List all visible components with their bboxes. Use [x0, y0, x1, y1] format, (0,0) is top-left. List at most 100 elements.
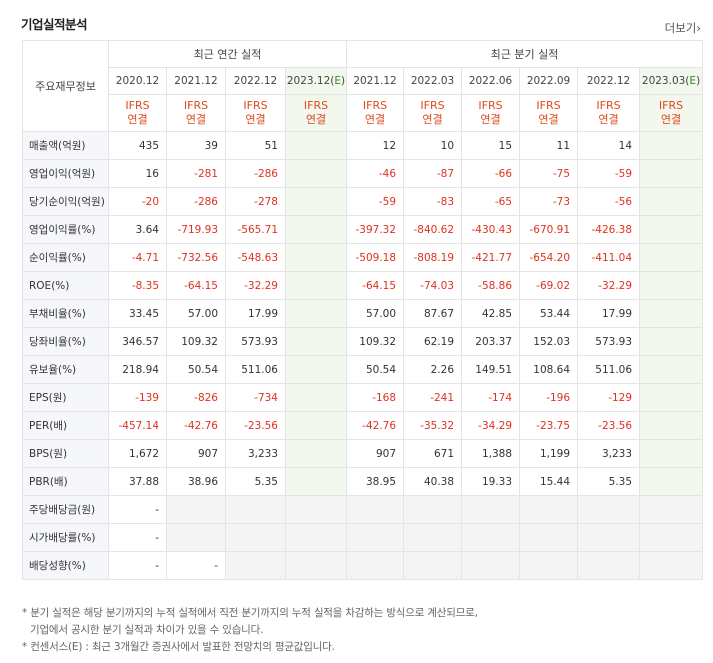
value-cell: -286: [167, 188, 226, 216]
basis-consolidation: 연결: [109, 113, 166, 127]
value-cell: [640, 300, 703, 328]
period-header: 2021.12: [167, 68, 226, 95]
value-cell: [462, 496, 520, 524]
footnote-line: * 분기 실적은 해당 분기까지의 누적 실적에서 직전 분기까지의 누적 실적…: [22, 605, 478, 622]
value-cell: -719.93: [167, 216, 226, 244]
value-cell: 57.00: [347, 300, 404, 328]
basis-cell: IFRS 연결: [167, 95, 226, 132]
value-cell: -421.77: [462, 244, 520, 272]
value-cell: 42.85: [462, 300, 520, 328]
value-cell: [640, 384, 703, 412]
table-row: 배당성향(%) - -: [23, 552, 703, 580]
table-row: 매출액(억원) 435 39 51 12 10 15 11 14: [23, 132, 703, 160]
table-row: 당좌비율(%) 346.57 109.32 573.93 109.32 62.19 203.…: [23, 328, 703, 356]
value-cell: 16: [109, 160, 167, 188]
value-cell: 149.51: [462, 356, 520, 384]
value-cell: [226, 524, 286, 552]
value-cell: [226, 496, 286, 524]
basis-cell: IFRS 연결: [520, 95, 578, 132]
value-cell: -69.02: [520, 272, 578, 300]
value-cell: [640, 188, 703, 216]
row-label: 부채비율(%): [23, 300, 109, 328]
value-cell: [578, 524, 640, 552]
value-cell: [520, 496, 578, 524]
value-cell: -826: [167, 384, 226, 412]
value-cell: [286, 440, 347, 468]
value-cell: -20: [109, 188, 167, 216]
value-cell: 346.57: [109, 328, 167, 356]
basis-consolidation: 연결: [347, 113, 403, 127]
value-cell: -75: [520, 160, 578, 188]
table-row: PBR(배) 37.88 38.96 5.35 38.95 40.38 19.33 15.44…: [23, 468, 703, 496]
value-cell: -168: [347, 384, 404, 412]
value-cell: -: [109, 524, 167, 552]
value-cell: 40.38: [404, 468, 462, 496]
period-row: 2020.12 2021.12 2022.12 2023.12(E) 2021.12 20…: [23, 68, 703, 95]
value-cell: 671: [404, 440, 462, 468]
value-cell: -87: [404, 160, 462, 188]
value-cell: -286: [226, 160, 286, 188]
basis-consolidation: 연결: [578, 113, 639, 127]
value-cell: -59: [578, 160, 640, 188]
value-cell: -509.18: [347, 244, 404, 272]
value-cell: [640, 496, 703, 524]
value-cell: [640, 216, 703, 244]
value-cell: [578, 552, 640, 580]
value-cell: 907: [347, 440, 404, 468]
chevron-right-icon: ›: [696, 21, 701, 35]
value-cell: 203.37: [462, 328, 520, 356]
basis-consolidation: 연결: [404, 113, 461, 127]
value-cell: [167, 524, 226, 552]
value-cell: -64.15: [347, 272, 404, 300]
value-cell: -670.91: [520, 216, 578, 244]
value-cell: [286, 272, 347, 300]
value-cell: [286, 132, 347, 160]
basis-standard: IFRS: [462, 99, 519, 113]
value-cell: -35.32: [404, 412, 462, 440]
value-cell: -430.43: [462, 216, 520, 244]
value-cell: [640, 132, 703, 160]
value-cell: -808.19: [404, 244, 462, 272]
more-link[interactable]: 더보기›: [665, 20, 701, 36]
value-cell: 50.54: [167, 356, 226, 384]
value-cell: 2.26: [404, 356, 462, 384]
value-cell: -42.76: [347, 412, 404, 440]
row-label: 당기순이익(억원): [23, 188, 109, 216]
table-row: 시가배당률(%) -: [23, 524, 703, 552]
basis-standard: IFRS: [640, 99, 702, 113]
value-cell: -65: [462, 188, 520, 216]
value-cell: 109.32: [347, 328, 404, 356]
period-header: 2022.03: [404, 68, 462, 95]
value-cell: -46: [347, 160, 404, 188]
value-cell: -411.04: [578, 244, 640, 272]
value-cell: -59: [347, 188, 404, 216]
value-cell: 5.35: [226, 468, 286, 496]
row-label: 순이익률(%): [23, 244, 109, 272]
value-cell: 907: [167, 440, 226, 468]
period-header: 2021.12: [347, 68, 404, 95]
value-cell: -83: [404, 188, 462, 216]
value-cell: [578, 496, 640, 524]
value-cell: 17.99: [226, 300, 286, 328]
value-cell: -139: [109, 384, 167, 412]
value-cell: [640, 272, 703, 300]
footnotes: * 분기 실적은 해당 분기까지의 누적 실적에서 직전 분기까지의 누적 실적…: [22, 605, 478, 656]
value-cell: [347, 524, 404, 552]
period-header: 2023.03(E): [640, 68, 703, 95]
value-cell: -42.76: [167, 412, 226, 440]
value-cell: -74.03: [404, 272, 462, 300]
quarter-group-header: 최근 분기 실적: [347, 41, 703, 68]
value-cell: 19.33: [462, 468, 520, 496]
value-cell: -: [109, 496, 167, 524]
value-cell: [226, 552, 286, 580]
value-cell: -129: [578, 384, 640, 412]
basis-standard: IFRS: [167, 99, 225, 113]
value-cell: -8.35: [109, 272, 167, 300]
table-row: 유보율(%) 218.94 50.54 511.06 50.54 2.26 149.51 10…: [23, 356, 703, 384]
value-cell: -23.56: [578, 412, 640, 440]
value-cell: [286, 552, 347, 580]
value-cell: -196: [520, 384, 578, 412]
value-cell: 218.94: [109, 356, 167, 384]
value-cell: [347, 552, 404, 580]
value-cell: [286, 524, 347, 552]
